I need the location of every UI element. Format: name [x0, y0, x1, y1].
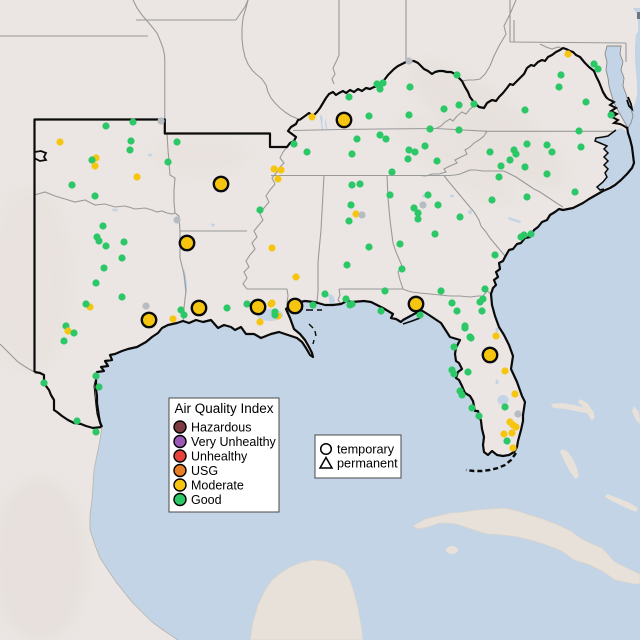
svg-text:temporary: temporary	[337, 443, 395, 457]
svg-text:Good: Good	[191, 493, 222, 507]
svg-text:Very Unhealthy: Very Unhealthy	[191, 435, 277, 449]
svg-text:USG: USG	[191, 464, 218, 478]
svg-text:permanent: permanent	[337, 457, 398, 471]
svg-text:Unhealthy: Unhealthy	[191, 450, 248, 464]
svg-text:Moderate: Moderate	[191, 479, 244, 493]
svg-text:Air Quality Index: Air Quality Index	[174, 401, 273, 416]
svg-text:Hazardous: Hazardous	[191, 421, 251, 435]
